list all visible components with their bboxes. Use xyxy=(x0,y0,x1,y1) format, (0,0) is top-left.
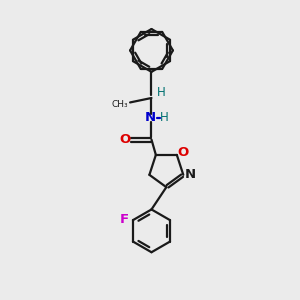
Text: F: F xyxy=(119,213,129,226)
Text: CH₃: CH₃ xyxy=(111,100,128,109)
Text: O: O xyxy=(120,133,131,146)
Text: O: O xyxy=(177,146,188,159)
Text: N: N xyxy=(184,168,195,181)
Text: N: N xyxy=(144,111,156,124)
Text: H: H xyxy=(160,110,168,124)
Text: H: H xyxy=(157,86,165,99)
